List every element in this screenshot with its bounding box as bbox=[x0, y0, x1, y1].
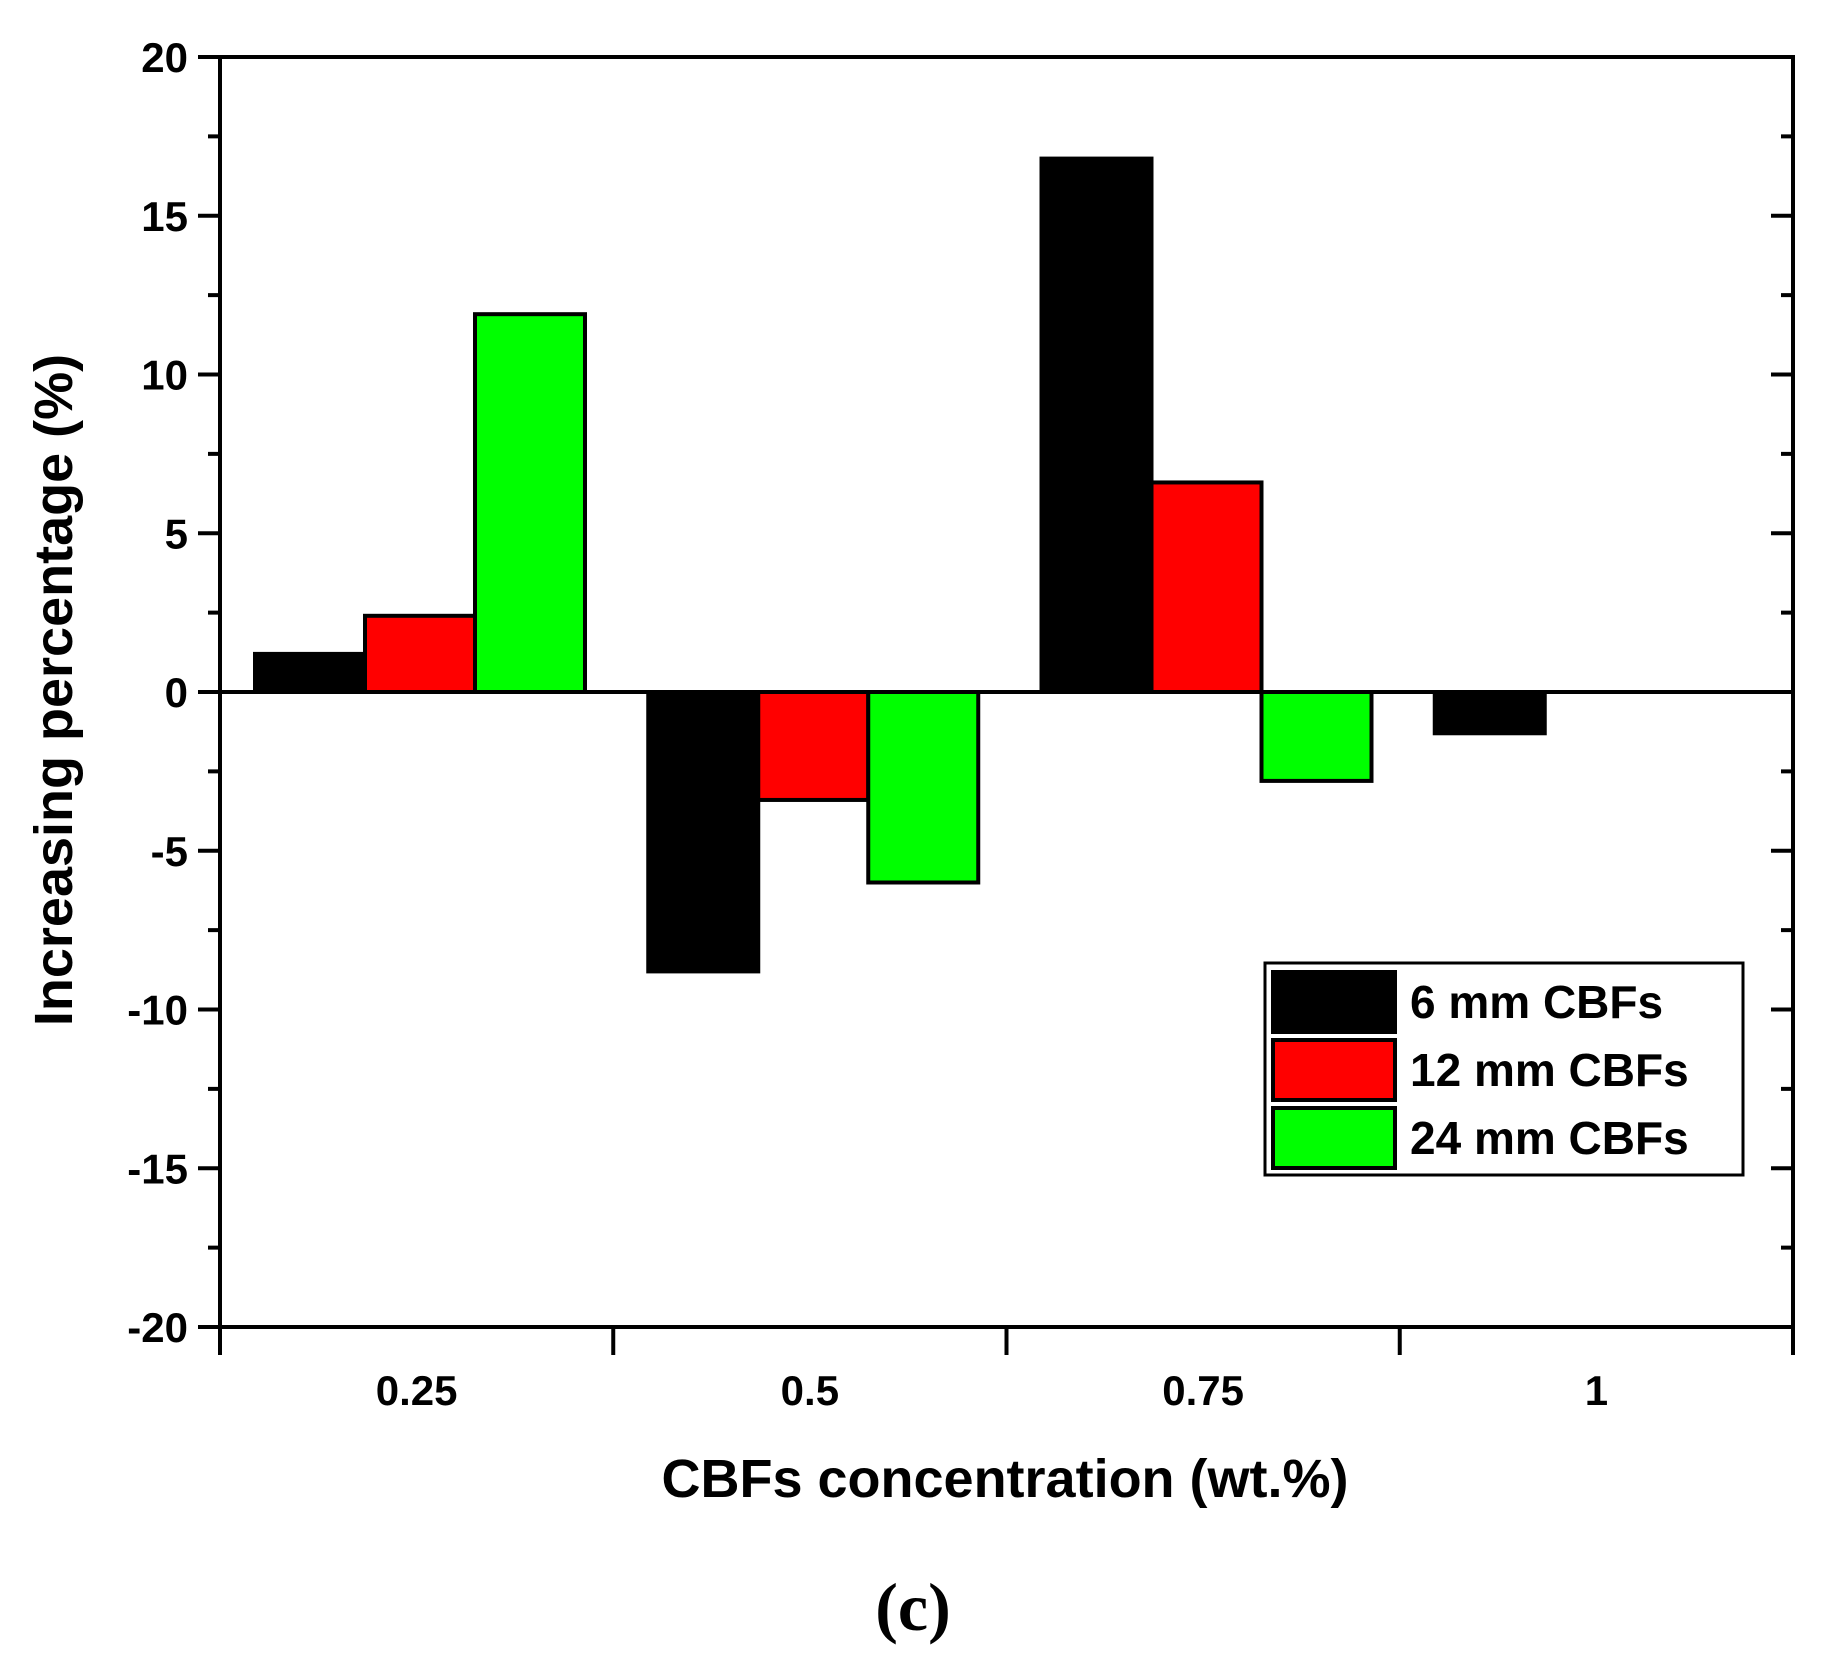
bar bbox=[646, 690, 761, 974]
y-tick-label: -5 bbox=[151, 828, 188, 875]
x-tick-labels: 0.25 0.5 0.75 1 bbox=[376, 1367, 1608, 1414]
y-tick-label: 15 bbox=[141, 193, 188, 240]
legend-swatch bbox=[1271, 970, 1397, 1034]
bars-layer bbox=[253, 156, 1547, 974]
legend-swatch bbox=[1271, 1106, 1397, 1170]
bar bbox=[866, 690, 981, 885]
panel-label: (c) bbox=[875, 1569, 950, 1645]
x-tick-label: 0.25 bbox=[376, 1367, 458, 1414]
bar bbox=[1039, 156, 1154, 695]
y-tick-label: 20 bbox=[141, 34, 188, 81]
bar bbox=[363, 613, 477, 694]
legend: 6 mm CBFs 12 mm CBFs 24 mm CBFs bbox=[1263, 961, 1745, 1177]
legend-label: 12 mm CBFs bbox=[1410, 1044, 1689, 1096]
y-tick-label: -10 bbox=[127, 987, 188, 1034]
y-tick-label: -20 bbox=[127, 1304, 188, 1351]
bar bbox=[756, 690, 871, 802]
legend-label: 6 mm CBFs bbox=[1410, 976, 1663, 1028]
bar bbox=[473, 312, 587, 694]
y-tick-labels: 20 15 10 5 0 -5 -10 -15 -20 bbox=[127, 34, 188, 1351]
y-tick-label: -15 bbox=[127, 1145, 188, 1192]
y-tick-label: 0 bbox=[165, 669, 188, 716]
x-tick-label: 0.75 bbox=[1162, 1367, 1244, 1414]
bar bbox=[253, 651, 367, 695]
bar bbox=[1149, 480, 1264, 695]
y-tick-label: 10 bbox=[141, 352, 188, 399]
bar bbox=[1259, 690, 1374, 783]
x-tick-label: 1 bbox=[1585, 1367, 1608, 1414]
legend-swatch bbox=[1271, 1038, 1397, 1102]
y-axis-title: Increasing percentage (%) bbox=[24, 354, 84, 1026]
y-tick-label: 5 bbox=[165, 510, 188, 557]
plot-frame bbox=[218, 55, 1795, 1329]
x-tick-label: 0.5 bbox=[781, 1367, 839, 1414]
bar bbox=[1432, 690, 1547, 736]
x-axis-title: CBFs concentration (wt.%) bbox=[661, 1449, 1348, 1509]
legend-label: 24 mm CBFs bbox=[1410, 1112, 1689, 1164]
